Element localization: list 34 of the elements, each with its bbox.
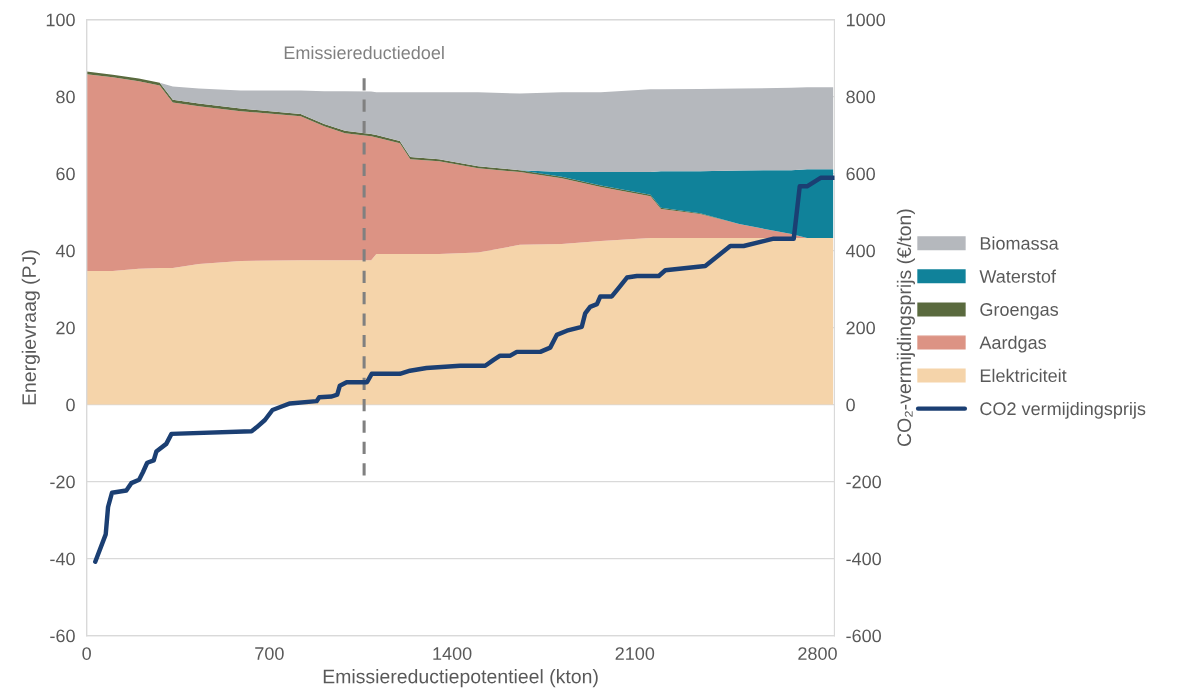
x-tick-label: 1400 (433, 647, 472, 660)
y-tick-label: 100 (46, 13, 75, 27)
legend-label: Biomassa (980, 236, 1059, 250)
y2-tick-label: 0 (846, 398, 855, 412)
y2-tick-label: -400 (846, 552, 881, 566)
y2-axis-title: CO₂-vermijdingsprijs (€/ton) (896, 209, 915, 446)
y-tick-label: 20 (56, 321, 75, 335)
x-tick-label: 0 (82, 647, 91, 660)
y2-tick-label: 1000 (846, 13, 886, 27)
y2-tick-label: 200 (846, 321, 875, 335)
y2-tick-label: -200 (846, 475, 881, 489)
y-axis-title: Energievraag (PJ) (21, 250, 40, 405)
y2-tick-label: 800 (846, 90, 875, 104)
y-tick-label: -40 (50, 552, 75, 566)
legend-label: Groengas (980, 303, 1059, 320)
legend-label: Elektriciteit (980, 368, 1067, 383)
legend-label: CO2 vermijdingsprijs (980, 401, 1146, 419)
x-tick-label: 2800 (798, 647, 837, 660)
y-tick-label: 0 (66, 398, 75, 412)
y-tick-label: 40 (55, 244, 75, 258)
x-axis-title: Emissiereductiepotentieel (kton) (323, 669, 598, 688)
y2-tick-label: -600 (846, 629, 881, 643)
legend-label: Waterstof (979, 269, 1057, 283)
y-tick-label: -60 (50, 629, 75, 643)
y2-tick-label: 600 (846, 167, 875, 181)
y-tick-label: 60 (56, 167, 75, 181)
line-series (93, 175, 835, 564)
y-tick-label: 80 (56, 90, 75, 104)
x-tick-label: 2100 (615, 647, 655, 660)
y-tick-label: -20 (50, 475, 75, 489)
legend-label: Aardgas (979, 335, 1046, 353)
y2-tick-label: 400 (845, 244, 875, 258)
ref-line-label: Emissiereductiedoel (284, 45, 444, 60)
x-tick-label: 700 (255, 647, 284, 660)
